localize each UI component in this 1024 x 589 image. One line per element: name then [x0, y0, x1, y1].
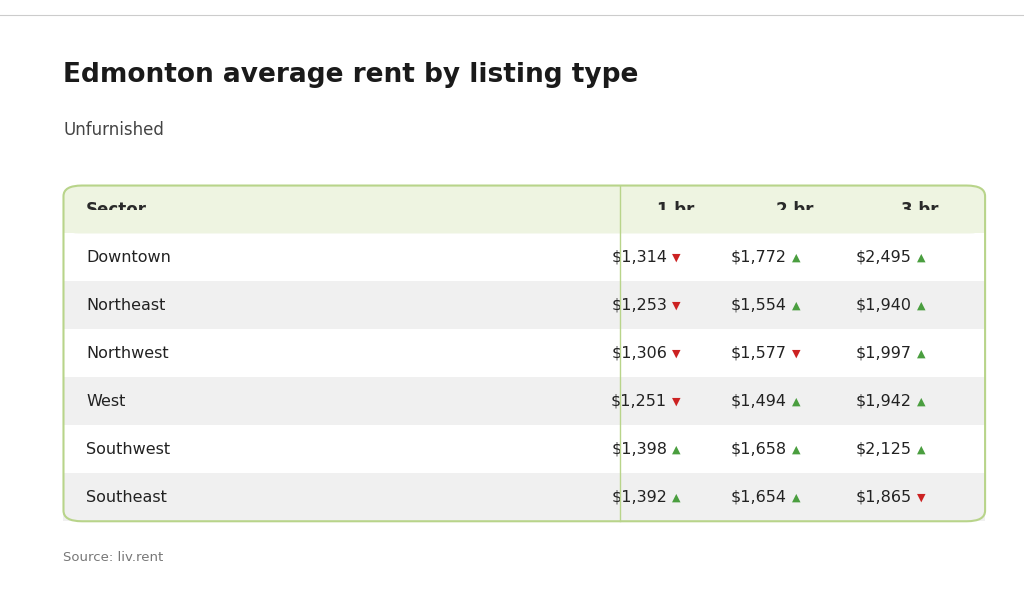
Text: $1,654: $1,654: [730, 490, 786, 505]
Text: $2,125: $2,125: [855, 442, 911, 457]
Text: $1,314: $1,314: [611, 250, 668, 265]
Text: Sector: Sector: [86, 200, 147, 219]
FancyBboxPatch shape: [63, 186, 985, 233]
Text: $1,942: $1,942: [855, 394, 911, 409]
Text: West: West: [86, 394, 125, 409]
Text: $1,577: $1,577: [730, 346, 786, 361]
Bar: [63, 378, 985, 425]
Text: Unfurnished: Unfurnished: [63, 121, 165, 139]
Text: $1,658: $1,658: [730, 442, 786, 457]
Text: ▼: ▼: [672, 396, 681, 406]
Text: $1,865: $1,865: [855, 490, 911, 505]
Text: ▼: ▼: [916, 492, 925, 502]
FancyBboxPatch shape: [63, 186, 985, 521]
Text: $1,997: $1,997: [855, 346, 911, 361]
Text: 1 br.: 1 br.: [656, 200, 698, 219]
Text: Southwest: Southwest: [86, 442, 170, 457]
Text: $1,251: $1,251: [611, 394, 668, 409]
Text: ▲: ▲: [792, 396, 800, 406]
Text: 2 br.: 2 br.: [776, 200, 817, 219]
Text: $1,554: $1,554: [730, 298, 786, 313]
Text: ▼: ▼: [672, 253, 681, 263]
Text: Downtown: Downtown: [86, 250, 171, 265]
Text: $1,494: $1,494: [730, 394, 786, 409]
Text: ▼: ▼: [792, 349, 800, 358]
Text: ▲: ▲: [792, 253, 800, 263]
Text: $2,495: $2,495: [855, 250, 911, 265]
Bar: [63, 282, 985, 329]
Text: ▲: ▲: [916, 300, 925, 310]
Bar: [63, 210, 985, 233]
Text: ▲: ▲: [792, 300, 800, 310]
Bar: [63, 474, 985, 497]
Text: ▲: ▲: [672, 492, 681, 502]
Text: ▼: ▼: [672, 349, 681, 358]
Text: 3 br.: 3 br.: [901, 200, 942, 219]
Text: $1,772: $1,772: [730, 250, 786, 265]
Text: Northeast: Northeast: [86, 298, 166, 313]
Text: $1,306: $1,306: [611, 346, 668, 361]
FancyBboxPatch shape: [63, 474, 985, 521]
Text: $1,940: $1,940: [855, 298, 911, 313]
Text: ▲: ▲: [916, 396, 925, 406]
Text: ▲: ▲: [916, 253, 925, 263]
Text: ▲: ▲: [916, 349, 925, 358]
Text: ▲: ▲: [792, 444, 800, 454]
Text: Northwest: Northwest: [86, 346, 169, 361]
Text: ▲: ▲: [792, 492, 800, 502]
Bar: [63, 474, 985, 521]
Text: $1,398: $1,398: [611, 442, 668, 457]
Text: $1,392: $1,392: [611, 490, 668, 505]
Text: Source: liv.rent: Source: liv.rent: [63, 551, 164, 564]
Text: Edmonton average rent by listing type: Edmonton average rent by listing type: [63, 62, 639, 88]
Text: ▲: ▲: [916, 444, 925, 454]
Text: Southeast: Southeast: [86, 490, 167, 505]
Text: $1,253: $1,253: [611, 298, 668, 313]
Text: ▲: ▲: [672, 444, 681, 454]
Text: ▼: ▼: [672, 300, 681, 310]
